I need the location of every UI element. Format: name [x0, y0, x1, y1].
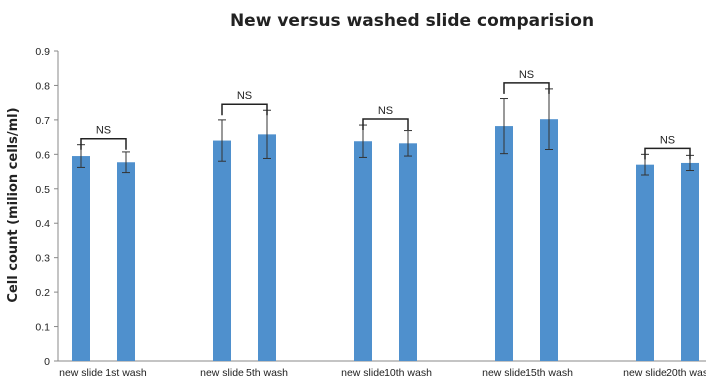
x-tick-label: 20th wash	[666, 367, 706, 379]
x-tick-labels: new slide 1st wash new slide 5th wash new sl…	[59, 367, 706, 379]
bar	[354, 141, 372, 361]
bar	[495, 126, 513, 361]
x-tick-label: new slide	[341, 367, 385, 379]
bar	[636, 164, 654, 361]
x-tick-label: new slide	[200, 367, 244, 379]
significance-label: NS	[660, 134, 675, 146]
axes: 0 0.1 0.2 0.3 0.4 0.5 0.6 0.7 0.8 0.9	[35, 46, 706, 368]
bar	[258, 134, 276, 361]
significance-bracket	[80, 137, 127, 150]
x-tick-label: 10th wash	[384, 367, 432, 379]
y-tick-label: 0.3	[35, 253, 50, 265]
x-tick-label: 5th wash	[246, 367, 288, 379]
significance-label: NS	[96, 125, 111, 137]
significance-bracket	[221, 103, 268, 116]
x-tick-label: new slide	[482, 367, 526, 379]
bars	[72, 119, 699, 361]
bar	[399, 143, 417, 361]
y-tick-label: 0.7	[35, 115, 50, 127]
y-tick-label: 0	[44, 356, 50, 368]
bar	[681, 162, 699, 361]
y-tick-label: 0.1	[35, 322, 50, 334]
y-axis-label: Cell count (milion cells/ml)	[6, 107, 21, 302]
bar	[72, 156, 90, 361]
error-bars	[77, 88, 694, 176]
x-tick-label: new slide	[59, 367, 103, 379]
significance-bracket	[503, 82, 550, 94]
significance-label: NS	[378, 105, 393, 117]
chart-title: New versus washed slide comparision	[230, 11, 594, 31]
bar	[213, 140, 231, 361]
y-tick-label: 0.6	[35, 149, 50, 161]
significance-label: NS	[519, 69, 534, 81]
x-tick-label: 15th wash	[525, 367, 573, 379]
significance-bracket	[362, 118, 409, 131]
y-tick-label: 0.2	[35, 287, 50, 299]
bar	[540, 119, 558, 361]
bar	[117, 162, 135, 361]
y-tick-label: 0.9	[35, 46, 50, 58]
x-tick-label: new slide	[623, 367, 667, 379]
significance-annotations: NS NS NS NS NS	[80, 69, 691, 160]
x-tick-label: 1st wash	[105, 367, 147, 379]
significance-bracket	[644, 147, 691, 160]
y-tick-label: 0.8	[35, 80, 50, 92]
significance-label: NS	[237, 90, 252, 102]
y-tick-label: 0.5	[35, 184, 50, 196]
y-tick-label: 0.4	[35, 218, 50, 230]
